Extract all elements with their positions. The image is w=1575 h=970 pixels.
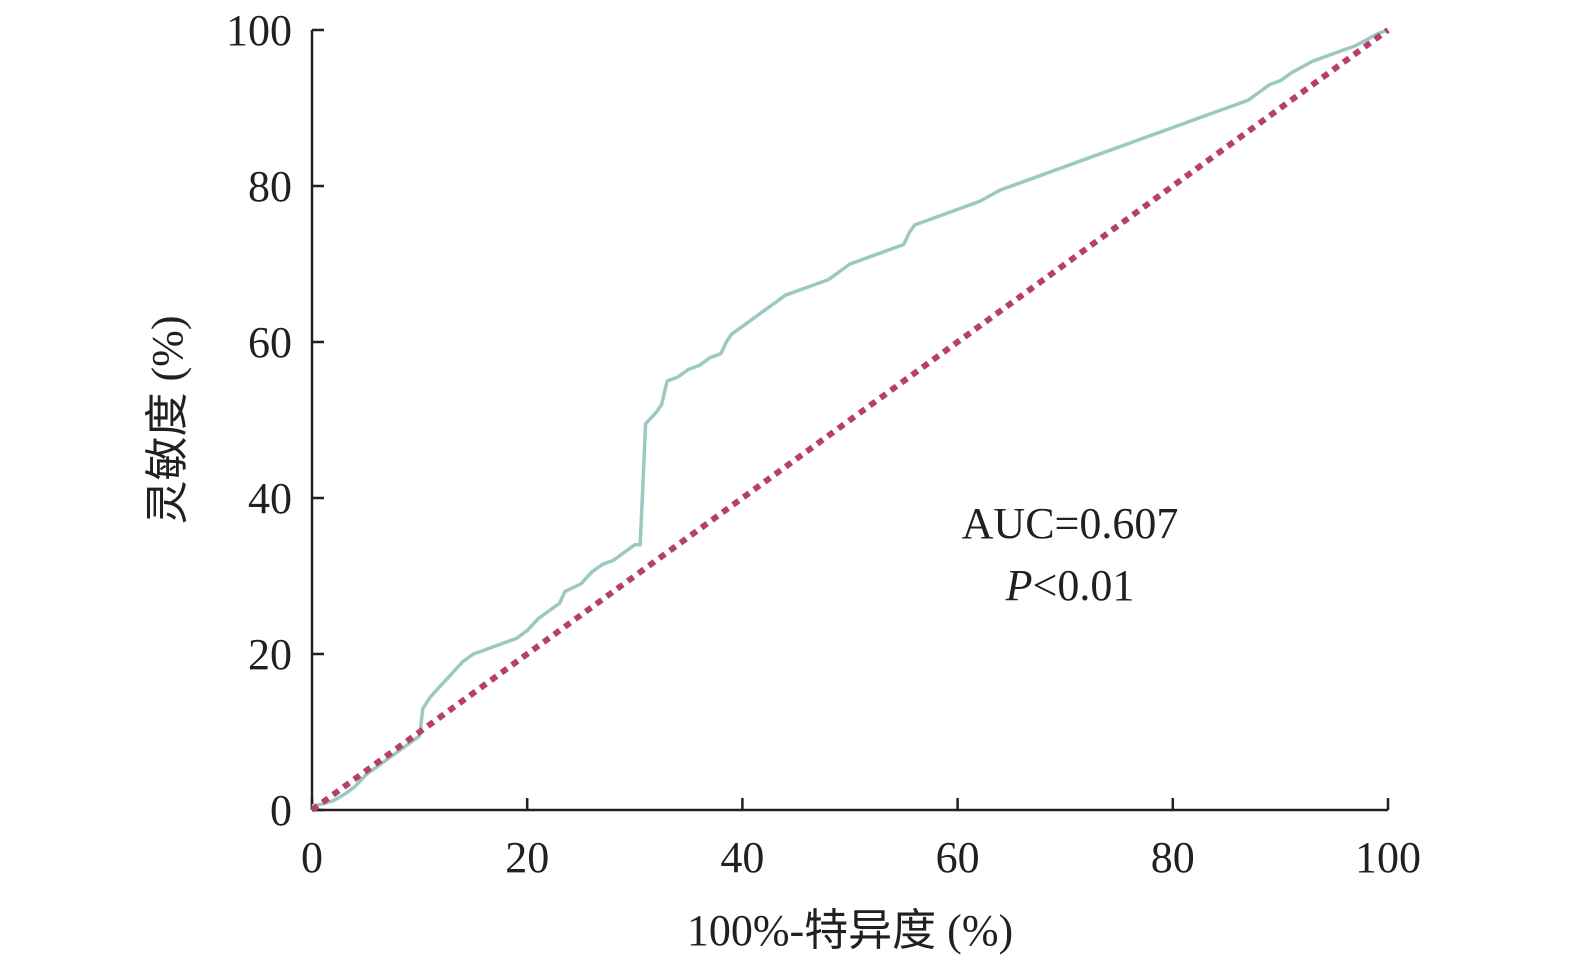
p-symbol: P: [1005, 561, 1033, 610]
y-axis-title: 灵敏度 (%): [143, 316, 192, 525]
x-axis-title: 100%-特异度 (%): [687, 906, 1013, 955]
x-tick-label: 100: [1355, 833, 1421, 882]
y-tick-label: 40: [248, 474, 292, 523]
ticks: 0 20 40 60 80 100 0 20 40 60 80 100: [226, 6, 1421, 882]
x-tick-label: 40: [720, 833, 764, 882]
y-tick-label: 60: [248, 318, 292, 367]
axes: [310, 30, 1388, 812]
x-tick-label: 60: [936, 833, 980, 882]
x-tick-label: 0: [301, 833, 323, 882]
y-tick-label: 0: [270, 786, 292, 835]
series: [310, 27, 1390, 813]
y-tick-label: 100: [226, 6, 292, 55]
x-tick-label: 80: [1151, 833, 1195, 882]
auc-annotation: AUC=0.607: [962, 499, 1179, 548]
x-tick-label: 20: [505, 833, 549, 882]
y-tick-label: 80: [248, 162, 292, 211]
y-tick-label: 20: [248, 630, 292, 679]
p-value: <0.01: [1033, 561, 1135, 610]
p-value-annotation: P<0.01: [1005, 561, 1135, 610]
roc-curve-line: [311, 28, 1389, 808]
reference-diagonal-line: [310, 27, 1390, 813]
